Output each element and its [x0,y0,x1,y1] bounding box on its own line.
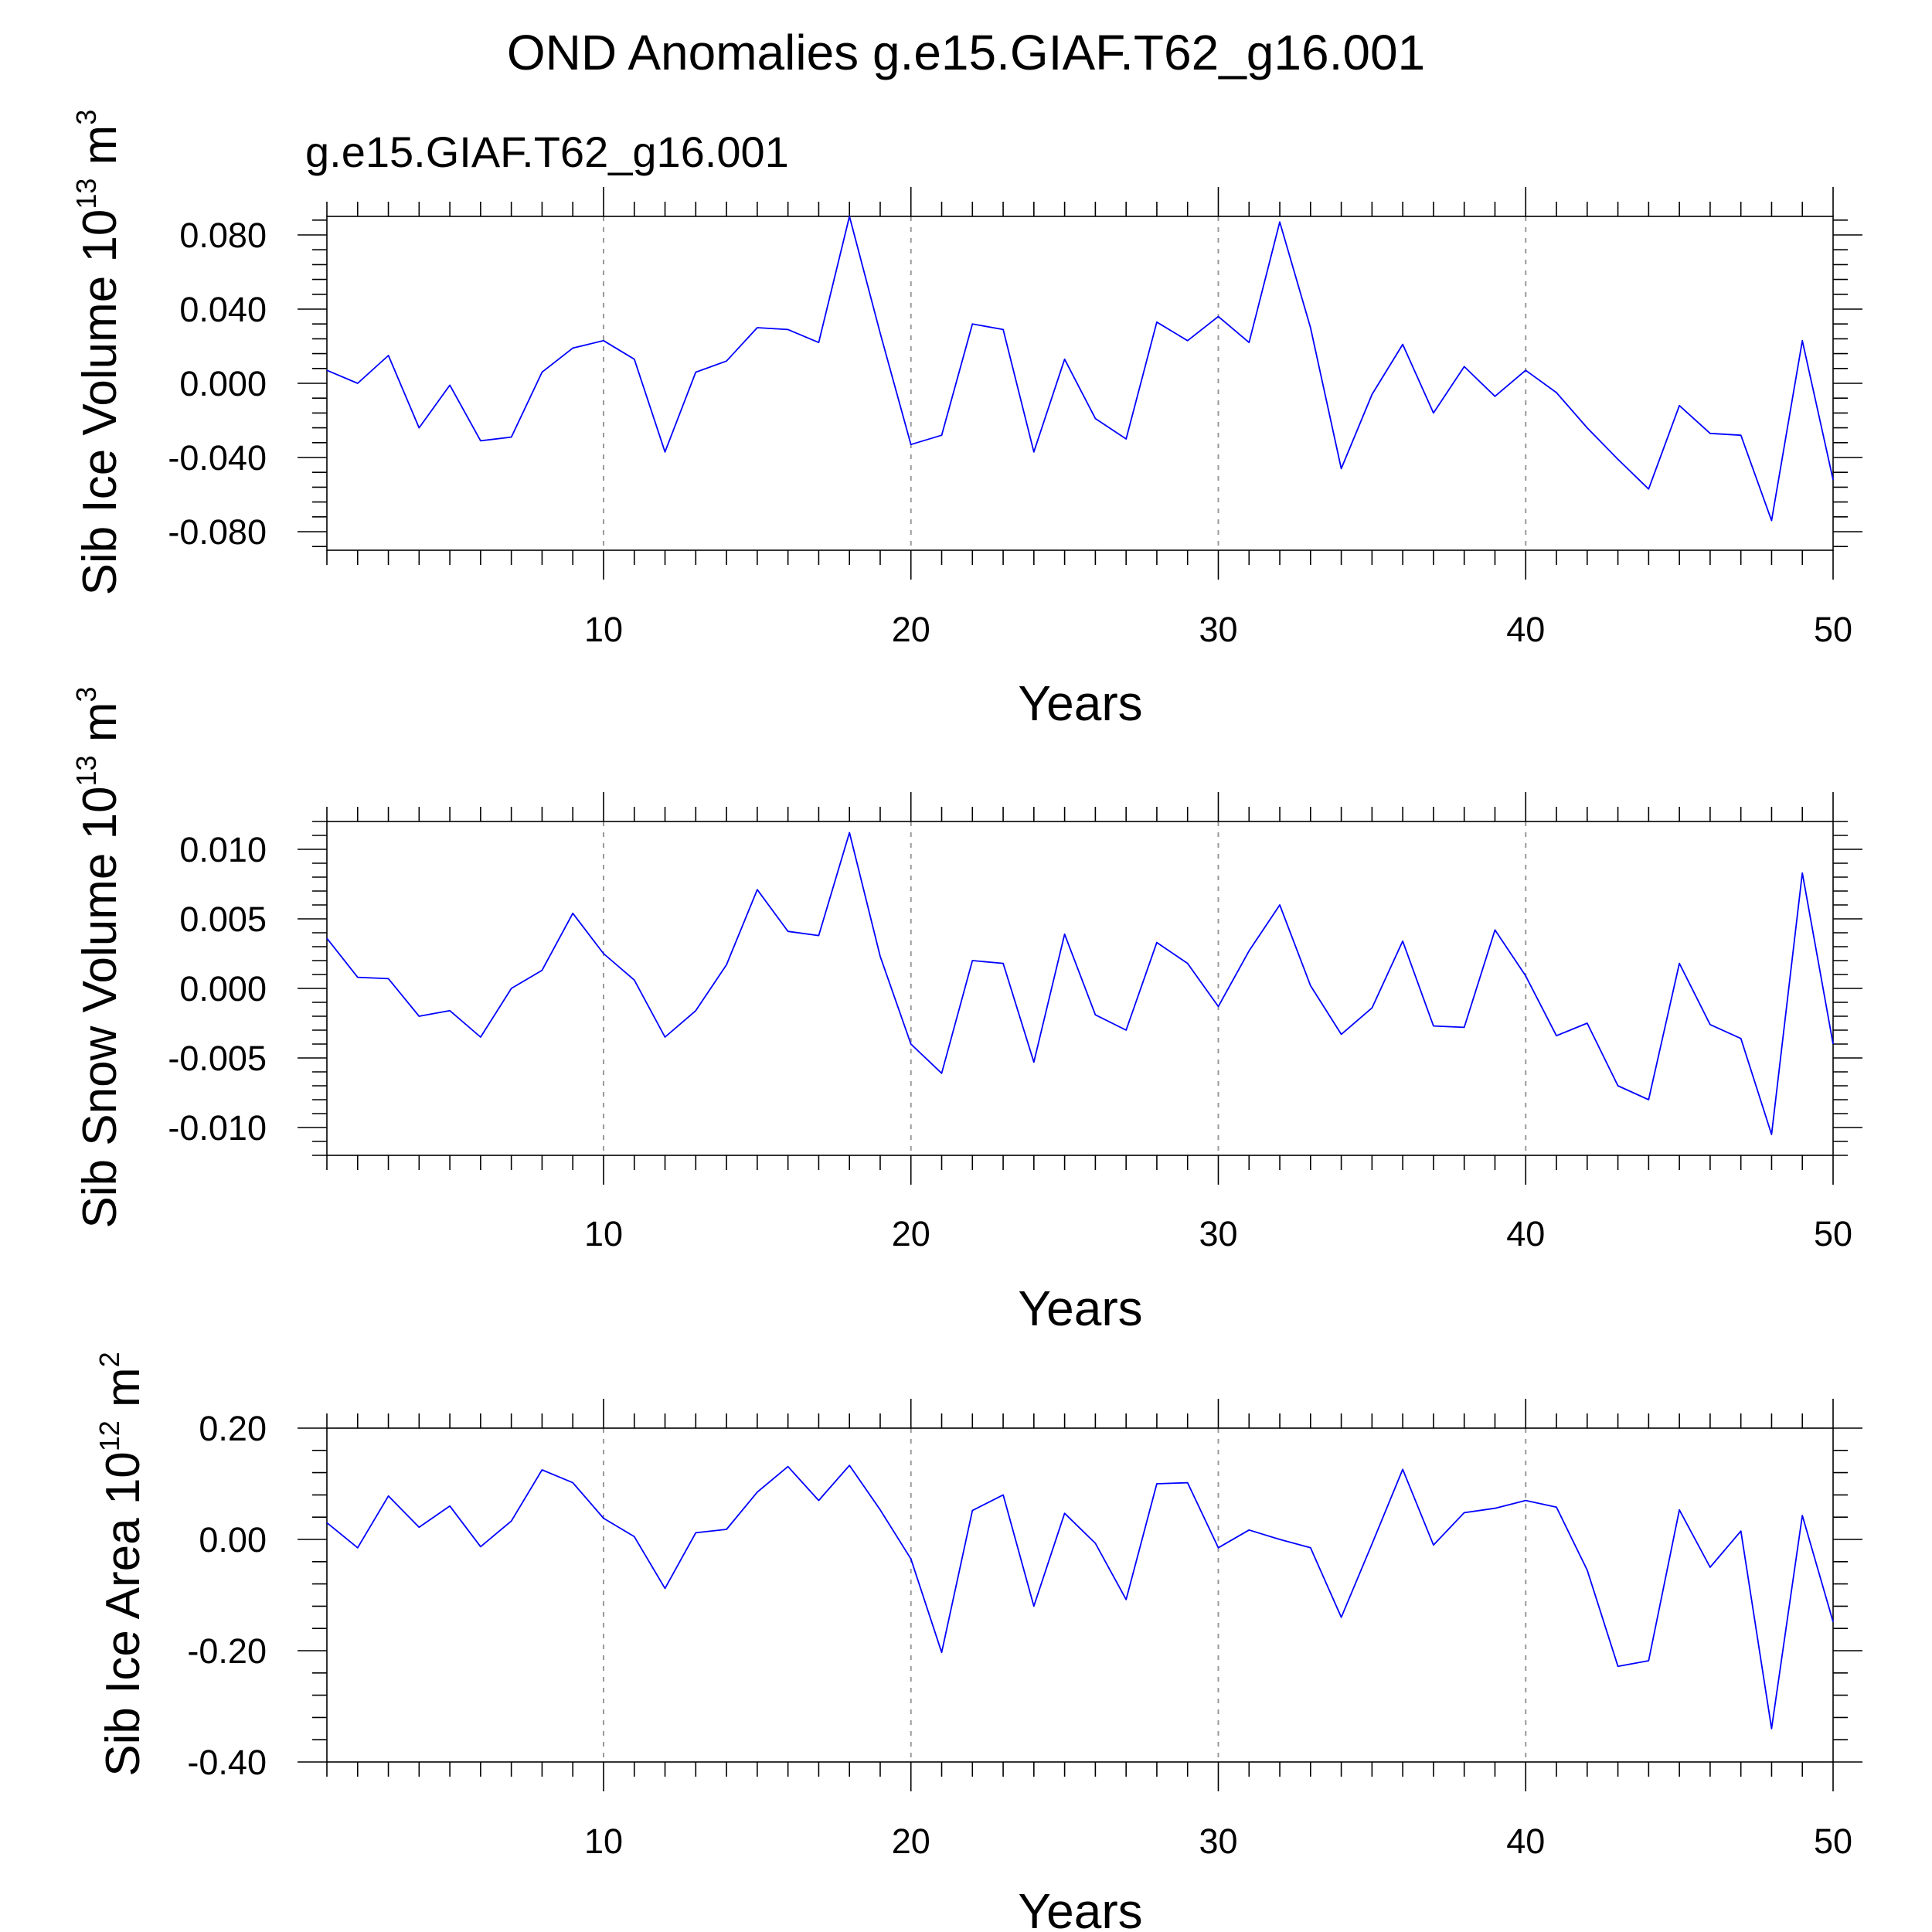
y-axis-title-part: Sib Ice Area 10 [97,1451,150,1777]
x-tick-label: 20 [892,610,930,649]
x-tick-label: 20 [892,1214,930,1253]
panel-subtitle: g.e15.GIAF.T62_g16.001 [305,128,789,176]
y-axis-title-superscript: 12 [94,1420,125,1451]
y-tick-label: -0.080 [168,512,267,552]
y-axis-title-superscript: 3 [70,686,102,702]
x-tick-label: 10 [584,1821,623,1861]
y-axis-title: Sib Ice Volume 1013 m3 [70,110,127,596]
x-axis-title: Years [1018,1281,1142,1336]
y-tick-label: -0.40 [187,1743,267,1782]
x-tick-label: 20 [892,1821,930,1861]
x-tick-label: 50 [1814,1821,1852,1861]
x-axis-title: Years [1018,1883,1142,1932]
y-axis-title-part: Sib Snow Volume 10 [73,786,127,1228]
y-axis-title-part: m [97,1367,150,1420]
y-axis-title: Sib Snow Volume 1013 m3 [70,686,127,1228]
x-tick-label: 30 [1199,1214,1237,1253]
panel-sib-ice-volume: 10 20 30 40 50 Years 0.080 0.040 0.000 -0.040 -0.0… [70,110,1862,731]
y-tick-label: 0.010 [179,830,267,869]
y-axis-title-superscript: 13 [70,179,102,209]
y-axis-title-superscript: 3 [70,110,102,125]
panel-sib-snow-volume: 10 20 30 40 50 Years 0.010 0.005 0.000 -0.005 -0.0… [70,686,1862,1336]
y-tick-label: 0.080 [179,216,267,255]
x-tick-label: 10 [584,1214,623,1253]
figure-title: OND Anomalies g.e15.GIAF.T62_g16.001 [507,25,1425,80]
y-axis-title-superscript: 2 [94,1352,125,1367]
x-tick-label: 30 [1199,1821,1237,1861]
y-tick-label: -0.040 [168,438,267,478]
y-axis-title-part: m [73,125,127,179]
y-axis-title-part: Sib Ice Volume 10 [73,209,127,596]
x-tick-label: 40 [1506,1214,1545,1253]
y-tick-label: -0.20 [187,1631,267,1671]
x-tick-label: 40 [1506,1821,1545,1861]
y-axis-title-part: m [73,702,127,755]
x-axis-title: Years [1018,675,1142,731]
plot-frame [326,216,1834,551]
x-tick-label: 40 [1506,610,1545,649]
y-axis-title-superscript: 13 [70,755,102,786]
y-tick-label: 0.005 [179,900,267,939]
panel-sib-ice-area: 10 20 30 40 50 Years 0.20 0.00 -0.20 -0.40 Sib Ice… [94,1352,1862,1932]
x-tick-label: 50 [1814,1214,1852,1253]
y-axis-title: Sib Ice Area 1012 m2 [94,1352,150,1776]
series-line [326,832,1834,1135]
series-line [326,1464,1834,1730]
y-tick-label: 0.000 [179,969,267,1009]
y-tick-label: 0.000 [179,364,267,403]
x-tick-label: 50 [1814,610,1852,649]
y-tick-label: 0.20 [199,1409,267,1448]
plot-frame [326,821,1834,1156]
x-tick-label: 30 [1199,610,1237,649]
series-line [326,216,1834,522]
plot-frame [326,1427,1834,1763]
x-tick-label: 10 [584,610,623,649]
y-tick-label: -0.005 [168,1039,267,1078]
y-tick-label: 0.040 [179,290,267,329]
y-tick-label: -0.010 [168,1108,267,1148]
y-tick-label: 0.00 [199,1520,267,1560]
